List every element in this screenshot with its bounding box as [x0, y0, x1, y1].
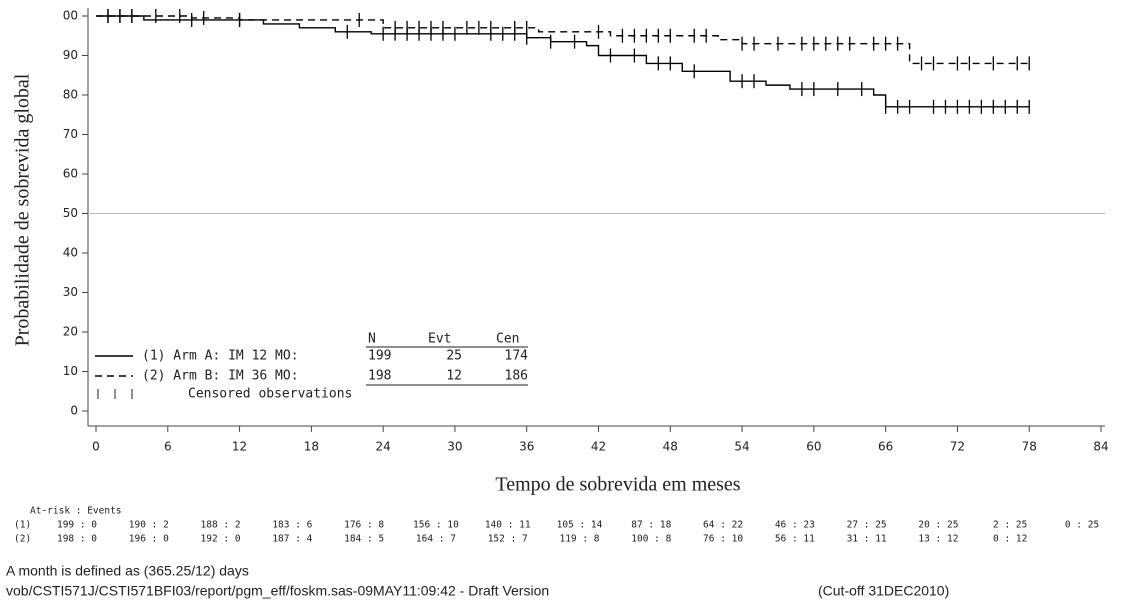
at-risk-value: 27 : 25: [847, 520, 887, 531]
at-risk-value: 164 : 7: [416, 534, 456, 545]
x-tick-label: 54: [734, 440, 749, 454]
x-tick-label: 60: [806, 440, 821, 454]
x-tick-label: 78: [1022, 440, 1037, 454]
at-risk-value: 198 : 0: [57, 534, 97, 545]
y-tick-label: 00: [63, 9, 78, 23]
y-tick-label: 0: [70, 404, 78, 418]
y-tick-label: 80: [63, 88, 78, 102]
x-axis-title: Tempo de sobrevida em meses: [495, 474, 740, 496]
at-risk-value: 0 : 25: [1065, 520, 1099, 531]
legend-evt: 25: [446, 349, 462, 364]
at-risk-value: 176 : 8: [344, 520, 384, 531]
at-risk-value: 199 : 0: [57, 520, 97, 531]
legend-n: 199: [368, 349, 391, 364]
at-risk-value: 140 : 11: [485, 520, 531, 531]
at-risk-title: At-risk : Events: [30, 506, 122, 517]
y-tick-label: 40: [63, 246, 78, 260]
y-tick-label: 50: [63, 206, 78, 220]
at-risk-value: 196 : 0: [129, 534, 169, 545]
x-tick-label: 24: [376, 440, 391, 454]
at-risk-value: 156 : 10: [413, 520, 459, 531]
x-tick-label: 12: [232, 440, 247, 454]
y-tick-label: 90: [63, 48, 78, 62]
x-tick-label: 42: [591, 440, 606, 454]
legend-header: Evt: [428, 332, 451, 347]
at-risk-value: 46 : 23: [775, 520, 815, 531]
y-tick-label: 60: [63, 167, 78, 181]
y-tick-label: 70: [63, 127, 78, 141]
at-risk-value: 119 : 8: [559, 534, 599, 545]
legend-header: N: [368, 332, 376, 347]
at-risk-value: 13 : 12: [918, 534, 958, 545]
legend-n: 198: [368, 369, 391, 384]
at-risk-value: 188 : 2: [201, 520, 241, 531]
at-risk-value: 152 : 7: [488, 534, 528, 545]
x-tick-label: 48: [663, 440, 678, 454]
at-risk-value: 2 : 25: [993, 520, 1027, 531]
note: A month is defined as (365.25/12) days: [6, 563, 249, 579]
x-tick-label: 72: [950, 440, 965, 454]
x-tick-label: 66: [878, 440, 893, 454]
survival-curve: [96, 15, 1030, 65]
at-risk-row-label: (1): [14, 520, 31, 531]
y-tick-label: 30: [63, 285, 78, 299]
legend-header: Cen: [496, 332, 519, 347]
at-risk-value: 192 : 0: [201, 534, 241, 545]
legend-evt: 12: [446, 369, 462, 384]
at-risk-value: 56 : 11: [775, 534, 815, 545]
at-risk-value: 20 : 25: [918, 520, 958, 531]
legend-cen: 174: [505, 349, 529, 364]
at-risk-value: 76 : 10: [703, 534, 743, 545]
x-tick-label: 84: [1093, 440, 1108, 454]
at-risk-value: 87 : 18: [631, 520, 671, 531]
y-tick-label: 10: [63, 364, 78, 378]
legend-label: (2) Arm B: IM 36 MO:: [142, 369, 299, 384]
at-risk-value: 100 : 8: [631, 534, 671, 545]
y-tick-label: 20: [63, 325, 78, 339]
at-risk-row-label: (2): [14, 534, 31, 545]
at-risk-value: 187 : 4: [272, 534, 312, 545]
at-risk-value: 0 : 12: [993, 534, 1027, 545]
x-tick-label: 18: [304, 440, 319, 454]
note: vob/CSTI571J/CSTI571BFI03/report/pgm_eff…: [6, 583, 549, 599]
x-tick-label: 6: [164, 440, 172, 454]
survival-curve: [96, 15, 1030, 108]
at-risk-value: 190 : 2: [129, 520, 169, 531]
legend-cen: 186: [505, 369, 528, 384]
at-risk-value: 105 : 14: [557, 520, 603, 531]
at-risk-value: 31 : 11: [847, 534, 887, 545]
x-tick-label: 0: [92, 440, 100, 454]
at-risk-value: 183 : 6: [272, 520, 312, 531]
note: (Cut-off 31DEC2010): [818, 583, 949, 599]
legend-censor-label: Censored observations: [188, 387, 352, 402]
y-axis-title: Probabilidade de sobrevida global: [12, 73, 34, 346]
at-risk-value: 184 : 5: [344, 534, 384, 545]
x-tick-label: 30: [447, 440, 462, 454]
at-risk-value: 64 : 22: [703, 520, 743, 531]
legend-label: (1) Arm A: IM 12 MO:: [142, 349, 299, 364]
x-tick-label: 36: [519, 440, 534, 454]
